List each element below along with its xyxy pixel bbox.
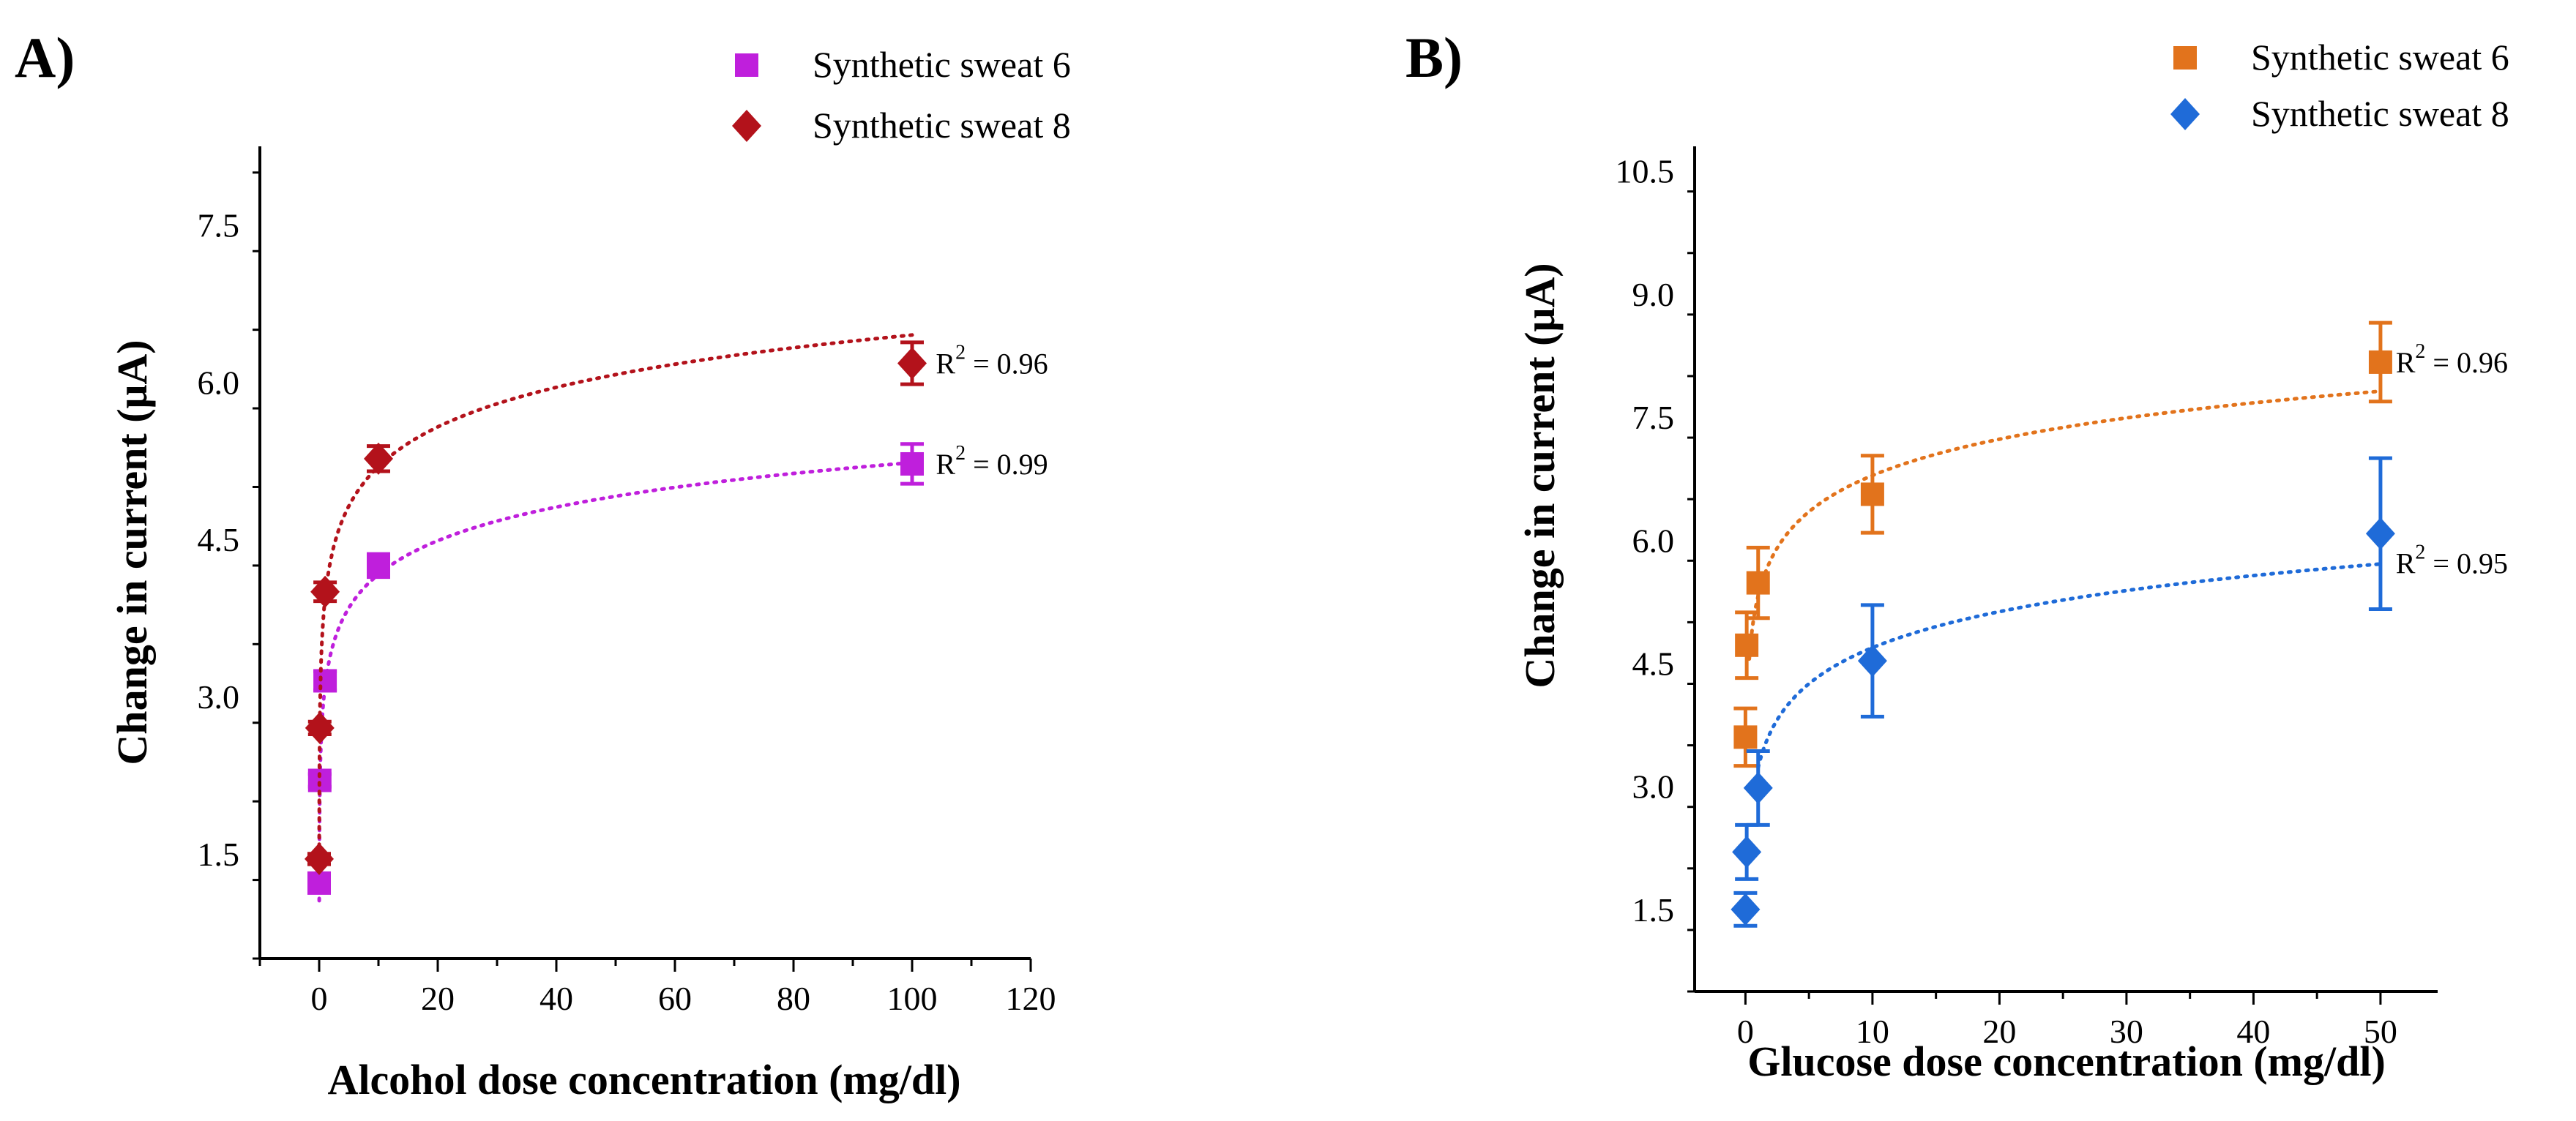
series-synthetic-sweat-8: R2 = 0.95 <box>1731 456 2508 928</box>
y-tick-label: 3.0 <box>198 678 240 716</box>
data-point-square <box>900 451 924 476</box>
y-tick-label: 4.5 <box>198 521 240 558</box>
legend-marker-square <box>735 53 758 77</box>
x-tick-label: 60 <box>658 980 692 1017</box>
x-tick-label: 50 <box>2364 1013 2397 1050</box>
data-point-diamond <box>305 842 334 875</box>
legend-entry: Synthetic sweat 8 <box>2170 93 2509 134</box>
legend-label: Synthetic sweat 6 <box>2251 37 2509 78</box>
x-tick-label: 20 <box>421 980 455 1017</box>
r2-annotation: R2 = 0.96 <box>936 341 1048 380</box>
r2-annotation: R2 = 0.99 <box>936 442 1048 481</box>
y-axis-title: Change in current (μA) <box>108 340 156 765</box>
legend-entry: Synthetic sweat 6 <box>735 44 1071 85</box>
x-tick-label: 40 <box>2236 1013 2270 1050</box>
data-point-diamond <box>2365 517 2395 550</box>
y-tick-label: 6.0 <box>1632 522 1675 559</box>
data-point-diamond <box>1857 645 1887 678</box>
data-point-square <box>1860 482 1884 506</box>
legend-marker-diamond <box>732 110 761 142</box>
data-point-square <box>307 871 331 895</box>
legend-label: Synthetic sweat 6 <box>813 44 1071 85</box>
panel-label: B) <box>1405 26 1463 89</box>
r2-annotation: R2 = 0.96 <box>2396 340 2508 379</box>
series-synthetic-sweat-6: R2 = 0.96 <box>1733 320 2508 768</box>
x-tick-label: 100 <box>887 980 938 1017</box>
x-tick-label: 30 <box>2110 1013 2143 1050</box>
data-point-diamond <box>305 711 335 744</box>
legend-label: Synthetic sweat 8 <box>813 105 1071 146</box>
x-tick-label: 0 <box>311 980 328 1017</box>
x-tick-label: 0 <box>1737 1013 1754 1050</box>
y-tick-label: 4.5 <box>1632 645 1675 682</box>
data-point-diamond <box>1732 836 1762 869</box>
y-tick-label: 7.5 <box>198 206 240 244</box>
y-tick-label: 6.0 <box>198 364 240 401</box>
data-point-diamond <box>1743 771 1773 804</box>
y-tick-label: 1.5 <box>1632 891 1675 929</box>
data-point-square <box>313 669 337 693</box>
x-axis-title: Alcohol dose concentration (mg/dl) <box>327 1056 960 1103</box>
panel-a-alcohol-chart: A) 1.5 3.0 4.5 6.0 7.5 0 20 40 60 80 100 120 Alcohol … <box>15 26 1071 1103</box>
data-point-square <box>1733 725 1758 749</box>
y-tick-label: 10.5 <box>1616 153 1675 190</box>
legend-entry: Synthetic sweat 6 <box>2173 37 2509 78</box>
x-tick-label: 80 <box>777 980 810 1017</box>
y-tick-label: 3.0 <box>1632 768 1675 806</box>
data-point-square <box>2368 350 2392 374</box>
data-point-square <box>1735 633 1759 657</box>
data-point-diamond <box>310 575 340 608</box>
fit-curve <box>1756 562 2383 770</box>
r2-annotation: R2 = 0.95 <box>2396 541 2508 580</box>
x-tick-label: 40 <box>540 980 573 1017</box>
y-axis-title: Change in current (μA) <box>1516 263 1564 688</box>
x-tick-label: 10 <box>1856 1013 1889 1050</box>
y-tick-label: 9.0 <box>1632 276 1675 313</box>
x-tick-label: 120 <box>1006 980 1056 1017</box>
series-synthetic-sweat-8: R2 = 0.96 <box>305 333 1048 875</box>
legend-label: Synthetic sweat 8 <box>2251 93 2509 134</box>
panel-label: A) <box>15 26 75 89</box>
legend-marker-diamond <box>2170 98 2200 130</box>
y-tick-label: 7.5 <box>1632 399 1675 436</box>
legend-marker-square <box>2173 46 2197 70</box>
fit-curve <box>1747 389 2383 661</box>
x-axis-title: Glucose dose concentration (mg/dl) <box>1747 1038 2386 1085</box>
data-point-diamond <box>364 442 393 475</box>
data-point-square <box>1746 571 1770 595</box>
data-point-square <box>307 768 332 792</box>
data-point-square <box>367 553 390 577</box>
x-tick-label: 20 <box>1982 1013 2016 1050</box>
y-tick-label: 1.5 <box>198 836 240 873</box>
legend-entry: Synthetic sweat 8 <box>732 105 1071 146</box>
data-point-diamond <box>1731 893 1761 926</box>
panel-b-glucose-chart: B) 1.5 3.0 4.5 6.0 7.5 9.0 10.5 0 10 20 30 40 50Gluco… <box>1405 26 2509 1085</box>
data-point-diamond <box>897 347 927 380</box>
